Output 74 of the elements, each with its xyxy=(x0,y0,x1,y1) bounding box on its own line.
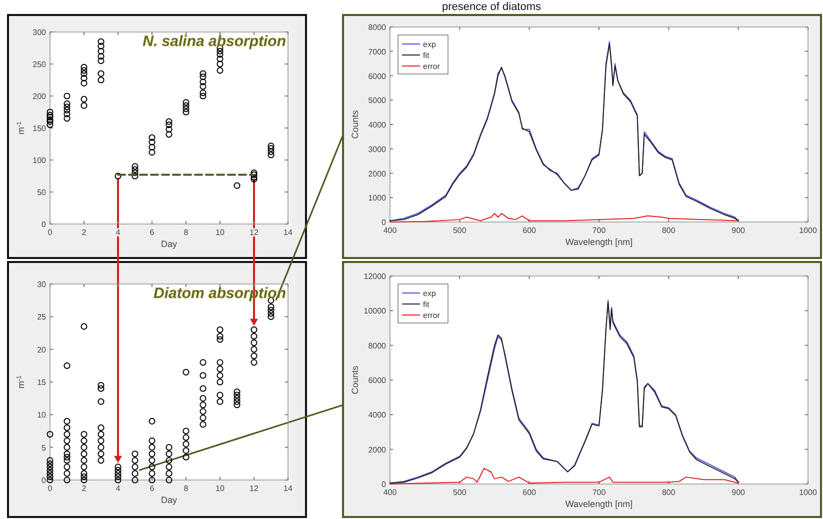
x-tick-label: 400 xyxy=(383,488,398,497)
y-tick-label: 2000 xyxy=(368,169,387,178)
y-tick-label: 0 xyxy=(42,476,47,485)
x-tick-label: 4 xyxy=(116,484,121,493)
x-tick-label: 0 xyxy=(48,228,53,237)
y-tick-label: 4000 xyxy=(368,120,387,130)
y-tick-label: 50 xyxy=(37,188,47,197)
legend-label: error xyxy=(423,311,440,320)
x-tick-label: 14 xyxy=(284,484,293,493)
x-tick-label: 700 xyxy=(592,488,606,497)
y-axis-title: Counts xyxy=(350,365,360,394)
x-tick-label: 400 xyxy=(383,226,398,235)
y-tick-label: 7000 xyxy=(368,47,387,56)
x-tick-label: 10 xyxy=(216,228,225,237)
x-tick-label: 4 xyxy=(116,228,121,237)
legend-label: exp xyxy=(423,289,436,298)
y-axis-title: Counts xyxy=(350,110,360,139)
x-tick-label: 600 xyxy=(522,488,537,497)
y-tick-label: 8000 xyxy=(368,341,387,350)
y-tick-label: 0 xyxy=(42,220,47,229)
y-tick-label: 2000 xyxy=(368,445,387,454)
x-tick-label: 8 xyxy=(184,228,189,237)
y-tick-label: 15 xyxy=(37,378,47,387)
x-tick-label: 6 xyxy=(150,228,155,237)
x-tick-label: 500 xyxy=(452,488,467,497)
y-tick-label: 300 xyxy=(32,28,47,37)
y-tick-label: 100 xyxy=(32,156,47,165)
x-tick-label: 14 xyxy=(284,228,293,237)
y-tick-label: 6000 xyxy=(368,72,387,81)
chart-title: N. salina absorption xyxy=(142,33,286,50)
y-tick-label: 150 xyxy=(32,124,47,133)
x-tick-label: 10 xyxy=(216,484,225,493)
y-tick-label: 3000 xyxy=(368,144,387,154)
x-tick-label: 1000 xyxy=(799,226,818,235)
y-tick-label: 1000 xyxy=(368,194,387,203)
x-axis-title: Day xyxy=(160,239,178,249)
x-tick-label: 900 xyxy=(732,488,746,497)
x-tick-label: 2 xyxy=(82,228,87,237)
x-tick-label: 700 xyxy=(592,226,606,235)
y-tick-label: 200 xyxy=(32,92,47,101)
x-tick-label: 800 xyxy=(662,226,676,235)
x-tick-label: 8 xyxy=(184,484,189,493)
y-tick-label: 250 xyxy=(32,60,47,69)
y-tick-label: 20 xyxy=(37,345,47,354)
x-axis-title: Day xyxy=(160,495,178,505)
x-tick-label: 900 xyxy=(732,226,746,235)
x-tick-label: 12 xyxy=(250,484,259,493)
legend-label: fit xyxy=(423,300,430,309)
y-tick-label: 10 xyxy=(37,410,47,420)
line-series xyxy=(390,468,739,484)
x-tick-label: 2 xyxy=(82,484,87,493)
y-tick-label: 0 xyxy=(382,218,387,227)
y-tick-label: 10000 xyxy=(364,306,387,316)
x-axis-title: Wavelength [nm] xyxy=(565,237,633,247)
x-tick-label: 500 xyxy=(452,226,467,235)
y-tick-label: 4000 xyxy=(368,410,387,420)
x-tick-label: 800 xyxy=(662,488,676,497)
legend-label: error xyxy=(423,62,440,71)
line-series xyxy=(390,212,739,222)
y-tick-label: 25 xyxy=(37,312,47,322)
y-tick-label: 6000 xyxy=(368,376,387,385)
x-axis-title: Wavelength [nm] xyxy=(565,499,633,509)
x-tick-label: 600 xyxy=(522,226,537,235)
y-tick-label: 30 xyxy=(37,280,47,289)
text: presence of diatoms xyxy=(442,1,542,13)
legend-label: exp xyxy=(423,40,436,49)
y-tick-label: 5000 xyxy=(368,96,387,106)
x-tick-label: 0 xyxy=(48,484,53,493)
x-tick-label: 6 xyxy=(150,484,155,493)
x-tick-label: 1000 xyxy=(799,488,818,497)
y-tick-label: 12000 xyxy=(364,272,387,281)
legend-label: fit xyxy=(423,51,430,60)
y-tick-label: 8000 xyxy=(368,23,387,32)
y-tick-label: 5 xyxy=(42,443,47,452)
